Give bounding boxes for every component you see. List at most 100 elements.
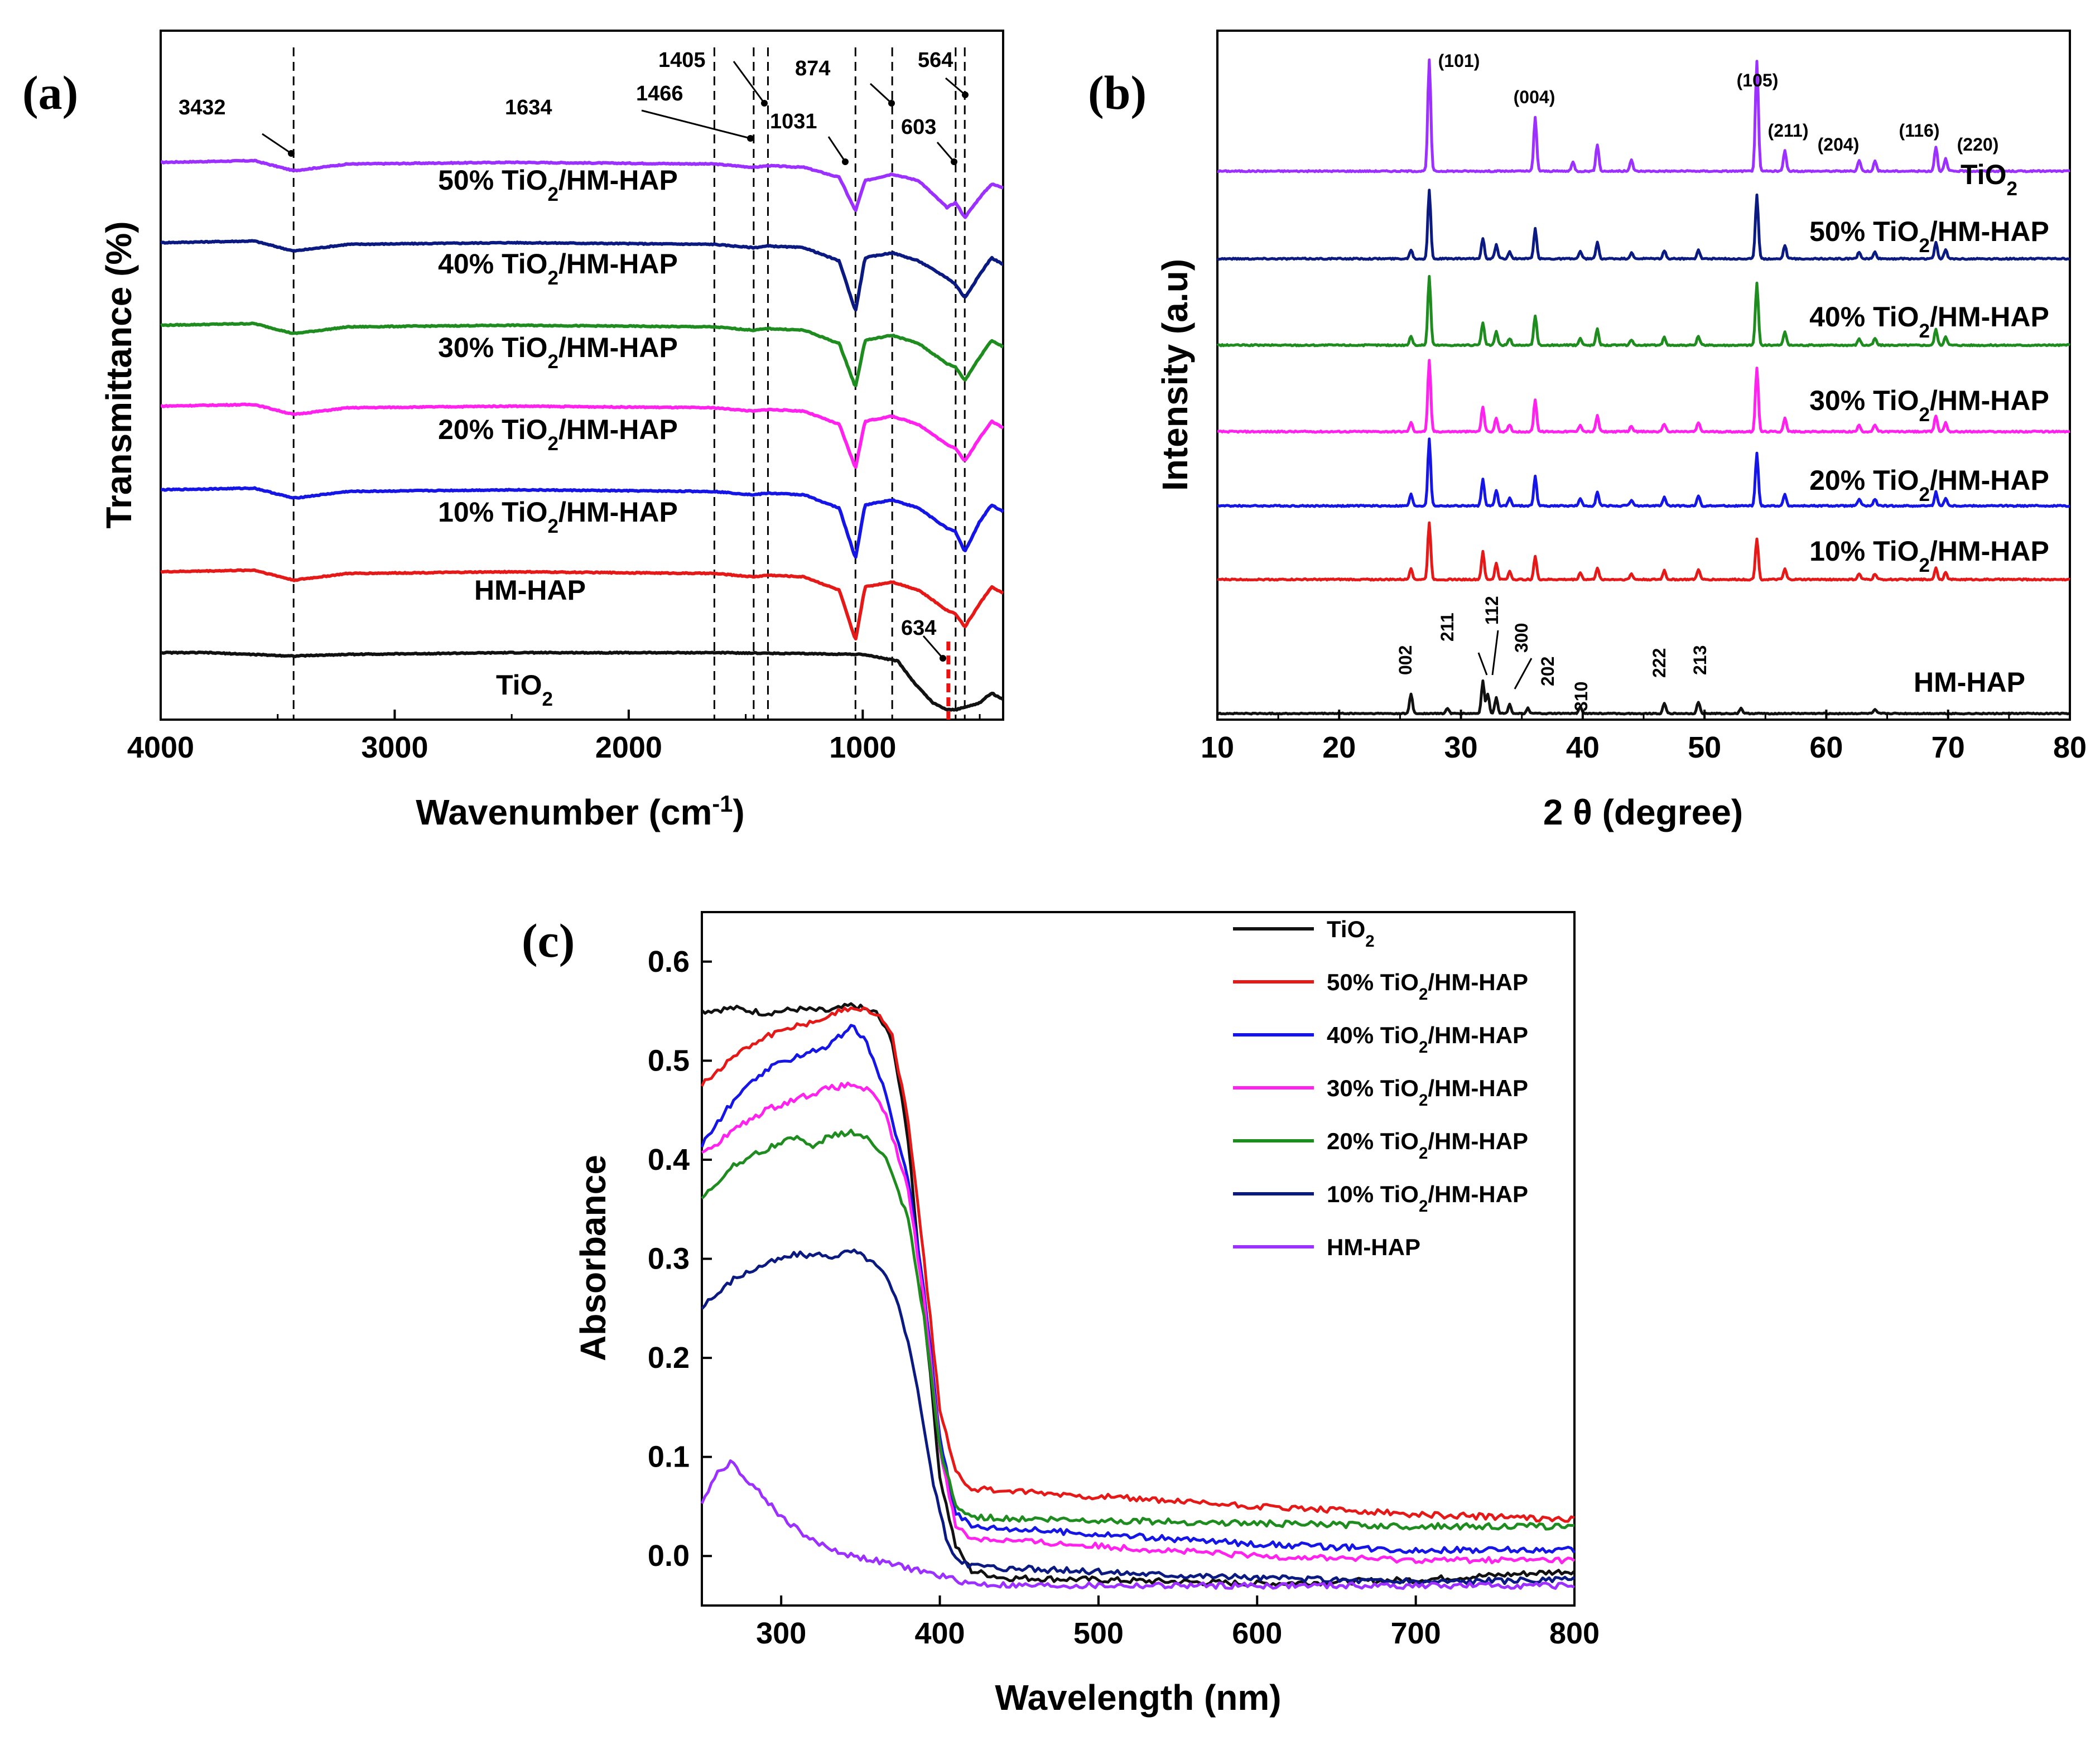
annotation-arrowhead [761,100,768,107]
y-tick-label: 0.4 [648,1143,690,1177]
y-tick-label: 0.2 [648,1341,690,1375]
x-tick-label: 300 [756,1617,806,1650]
xrd-series-line [1217,359,2070,434]
ftir-series-label: 50% TiO2/HM-HAP [438,165,678,205]
x-tick-label: 500 [1073,1617,1124,1650]
uvvis-series-line [701,1081,1576,1565]
annotation-arrowhead [888,100,895,107]
ftir-series-line [160,402,1004,469]
tio2-hkl-label: (004) [1514,87,1555,107]
annotation-arrow [641,109,751,139]
x-tick-label: 3000 [361,731,428,764]
x-tick-label: 30 [1444,731,1478,764]
ftir-series-line [160,158,1004,219]
x-axis-label: 2 θ (degree) [1543,792,1743,832]
annotation-arrow [262,133,292,155]
ftir-series-line [160,321,1004,388]
x-tick-label: 40 [1566,731,1600,764]
x-tick-label: 60 [1809,731,1843,764]
legend-label: 30% TiO2/HM-HAP [1327,1075,1528,1110]
uvvis-series-line [700,1006,1575,1523]
annotation-arrow [922,635,944,659]
ftir-series-line [160,568,1004,641]
xrd-series-line [1216,189,2070,261]
x-tick-label: 2000 [595,731,662,764]
ftir-series-label: TiO2 [496,669,553,710]
plot-frame [160,30,1004,721]
panel-label: (c) [522,914,575,967]
xrd-series-label: 20% TiO2/HM-HAP [1809,465,2049,505]
annotation-arrow [945,77,966,96]
x-tick-label: 20 [1322,731,1356,764]
xrd-series-label: TiO2 [1961,159,2017,200]
y-axis-label: Intensity (a.u) [1155,259,1195,491]
ftir-series-line [160,239,1004,312]
peak-annotation: 1634 [505,96,552,119]
hap-hkl-label: 300 [1511,623,1531,653]
uvvis-series-line [701,1129,1575,1531]
legend-label: TiO2 [1327,916,1375,951]
panel-c-uvvis-chart: (c) TiO2 50% TiO2/HM-HAP 40% TiO2/HM-HAP 30%… [522,911,1600,1718]
annotation-arrowhead [747,135,754,142]
peak-annotation: 603 [901,115,936,139]
y-tick-label: 0.5 [648,1044,690,1077]
ftir-series-line [160,486,1005,559]
panel-a-ftir-chart: (a) 50% TiO2/HM-HAP 40% TiO2/HM-HAP 30% TiO… [22,30,1005,832]
x-tick-label: 70 [1932,731,1965,764]
y-tick-label: 0.0 [648,1539,690,1573]
x-tick-label: 50 [1688,731,1721,764]
hap-hkl-label: 211 [1437,613,1457,642]
x-axis-label: Wavelength (nm) [995,1677,1281,1718]
annotation-arrowhead [962,91,969,98]
hap-hkl-label: 222 [1649,648,1669,678]
ftir-series-label: 10% TiO2/HM-HAP [438,496,678,537]
x-tick-label: 1000 [829,731,896,764]
xrd-series-line [1217,437,2070,508]
ftir-series-line [160,650,1004,712]
x-tick-label: 700 [1391,1617,1441,1650]
xrd-series-label: 40% TiO2/HM-HAP [1809,301,2049,342]
uvvis-series-line [700,1024,1576,1554]
xrd-series-line [1217,521,2070,582]
peak-annotation: 1031 [770,110,817,133]
y-tick-label: 0.6 [648,945,690,978]
xrd-series-line [1217,679,2070,716]
hkl-arrow [1477,652,1488,676]
y-tick-label: 0.1 [648,1440,690,1474]
annotation-arrow [869,83,893,104]
ftir-series-label: 20% TiO2/HM-HAP [438,414,678,455]
legend-label: HM-HAP [1327,1234,1420,1260]
hkl-arrow [1491,630,1499,676]
xrd-series-line [1216,274,2070,348]
tio2-hkl-label: (116) [1899,120,1940,141]
x-tick-label: 800 [1549,1617,1600,1650]
x-tick-label: 10 [1201,731,1234,764]
annotation-arrowhead [951,158,957,165]
panel-label: (b) [1088,66,1147,119]
tio2-hkl-label: (204) [1818,134,1860,155]
xrd-series-label: 30% TiO2/HM-HAP [1809,385,2049,426]
tio2-hkl-label: (220) [1957,134,1999,155]
uvvis-series-line [701,1248,1576,1585]
hkl-arrow [1514,658,1533,690]
hap-hkl-label: 002 [1395,645,1415,675]
uvvis-series-line [700,1459,1575,1590]
ftir-series-label: HM-HAP [474,575,586,606]
annotation-arrow [936,142,955,162]
annotation-arrowhead [940,655,946,662]
panel-label: (a) [22,66,78,119]
ftir-series-label: 40% TiO2/HM-HAP [438,248,678,289]
legend-label: 20% TiO2/HM-HAP [1327,1128,1528,1163]
y-axis-label: Absorbance [573,1155,613,1361]
xrd-series-label: 50% TiO2/HM-HAP [1809,216,2049,257]
peak-annotation: 634 [901,616,936,640]
hap-hkl-label: 310 [1571,682,1591,711]
tio2-hkl-label: (211) [1768,120,1809,141]
peak-annotation: 1466 [636,82,683,105]
y-tick-label: 0.3 [648,1242,690,1276]
annotation-arrowhead [288,150,295,157]
panel-b-xrd-chart: (b) TiO2 50% TiO2/HM-HAP 40% TiO2/HM-HAP 30%… [1088,30,2087,832]
annotation-arrowhead [842,158,849,165]
